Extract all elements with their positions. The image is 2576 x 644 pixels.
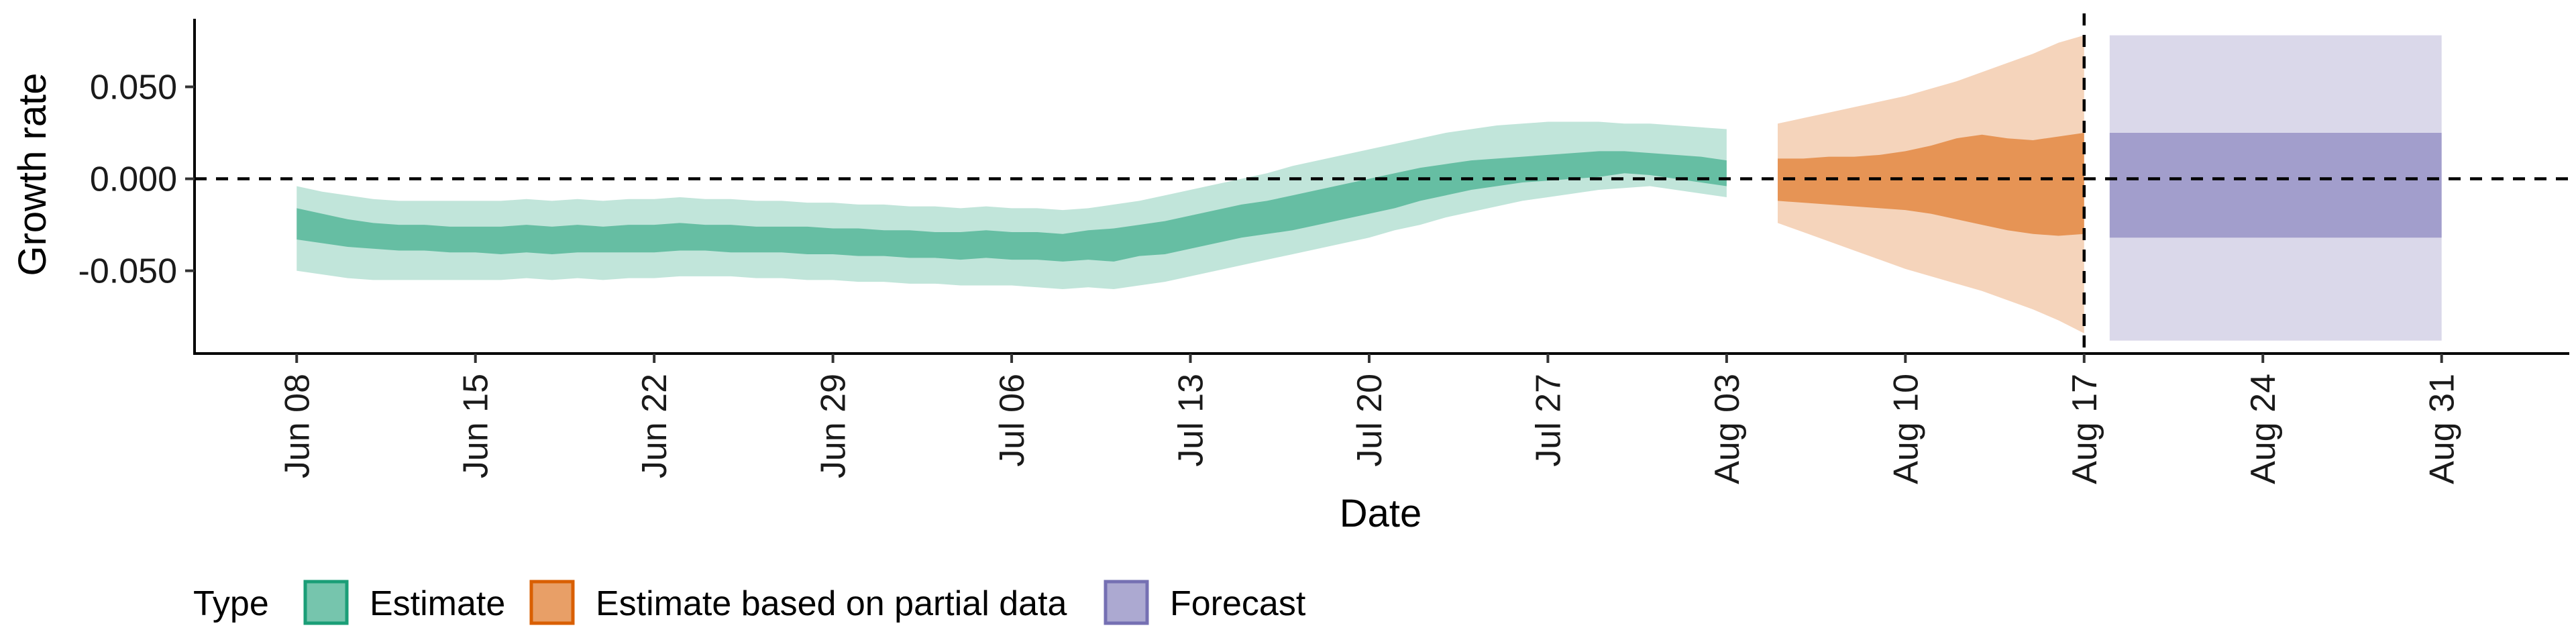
x-tick-label: Jul 27 bbox=[1529, 374, 1568, 467]
legend: Type Estimate Estimate based on partial d… bbox=[193, 580, 1306, 625]
x-tick-label: Jul 06 bbox=[993, 374, 1032, 467]
x-tick-label: Jun 29 bbox=[814, 374, 853, 478]
partial-estimate-50-band bbox=[1778, 132, 2084, 236]
y-tick-label: -0.050 bbox=[78, 252, 177, 291]
x-axis-title: Date bbox=[1340, 492, 1422, 535]
legend-swatch-estimate-based-on-partial-data bbox=[529, 580, 575, 625]
legend-label-estimate-based-on-partial-data: Estimate based on partial data bbox=[596, 584, 1067, 623]
x-tick-label: Jul 13 bbox=[1172, 374, 1211, 467]
legend-title: Type bbox=[193, 584, 269, 623]
plot-panel bbox=[195, 13, 2569, 354]
legend-label-forecast: Forecast bbox=[1170, 584, 1306, 623]
x-tick-label: Aug 31 bbox=[2423, 374, 2462, 484]
forecast-50-band bbox=[2109, 132, 2442, 238]
y-tick-label: 0.050 bbox=[90, 68, 177, 107]
estimate-50-band bbox=[297, 151, 1727, 262]
legend-swatch-forecast bbox=[1104, 580, 1149, 625]
y-tick-label: 0.000 bbox=[90, 160, 177, 199]
y-axis-title: Growth rate bbox=[11, 73, 54, 276]
legend-label-estimate: Estimate bbox=[370, 584, 505, 623]
x-tick-label: Aug 17 bbox=[2065, 374, 2104, 484]
axes: 0.050 0.000 -0.050 Jun 08 Jun 15 Jun 22 Jun 29… bbox=[78, 19, 2569, 484]
x-tick-label: Jun 15 bbox=[457, 374, 496, 478]
x-tick-label: Aug 24 bbox=[2244, 374, 2283, 484]
x-tick-label: Aug 10 bbox=[1886, 374, 1925, 484]
x-tick-label: Jun 08 bbox=[278, 374, 317, 478]
estimate-90-band bbox=[297, 121, 1727, 290]
legend-swatch-estimate bbox=[303, 580, 349, 625]
x-tick-label: Aug 03 bbox=[1708, 374, 1747, 484]
x-tick-label: Jul 20 bbox=[1350, 374, 1389, 467]
x-tick-label: Jun 22 bbox=[635, 374, 674, 478]
